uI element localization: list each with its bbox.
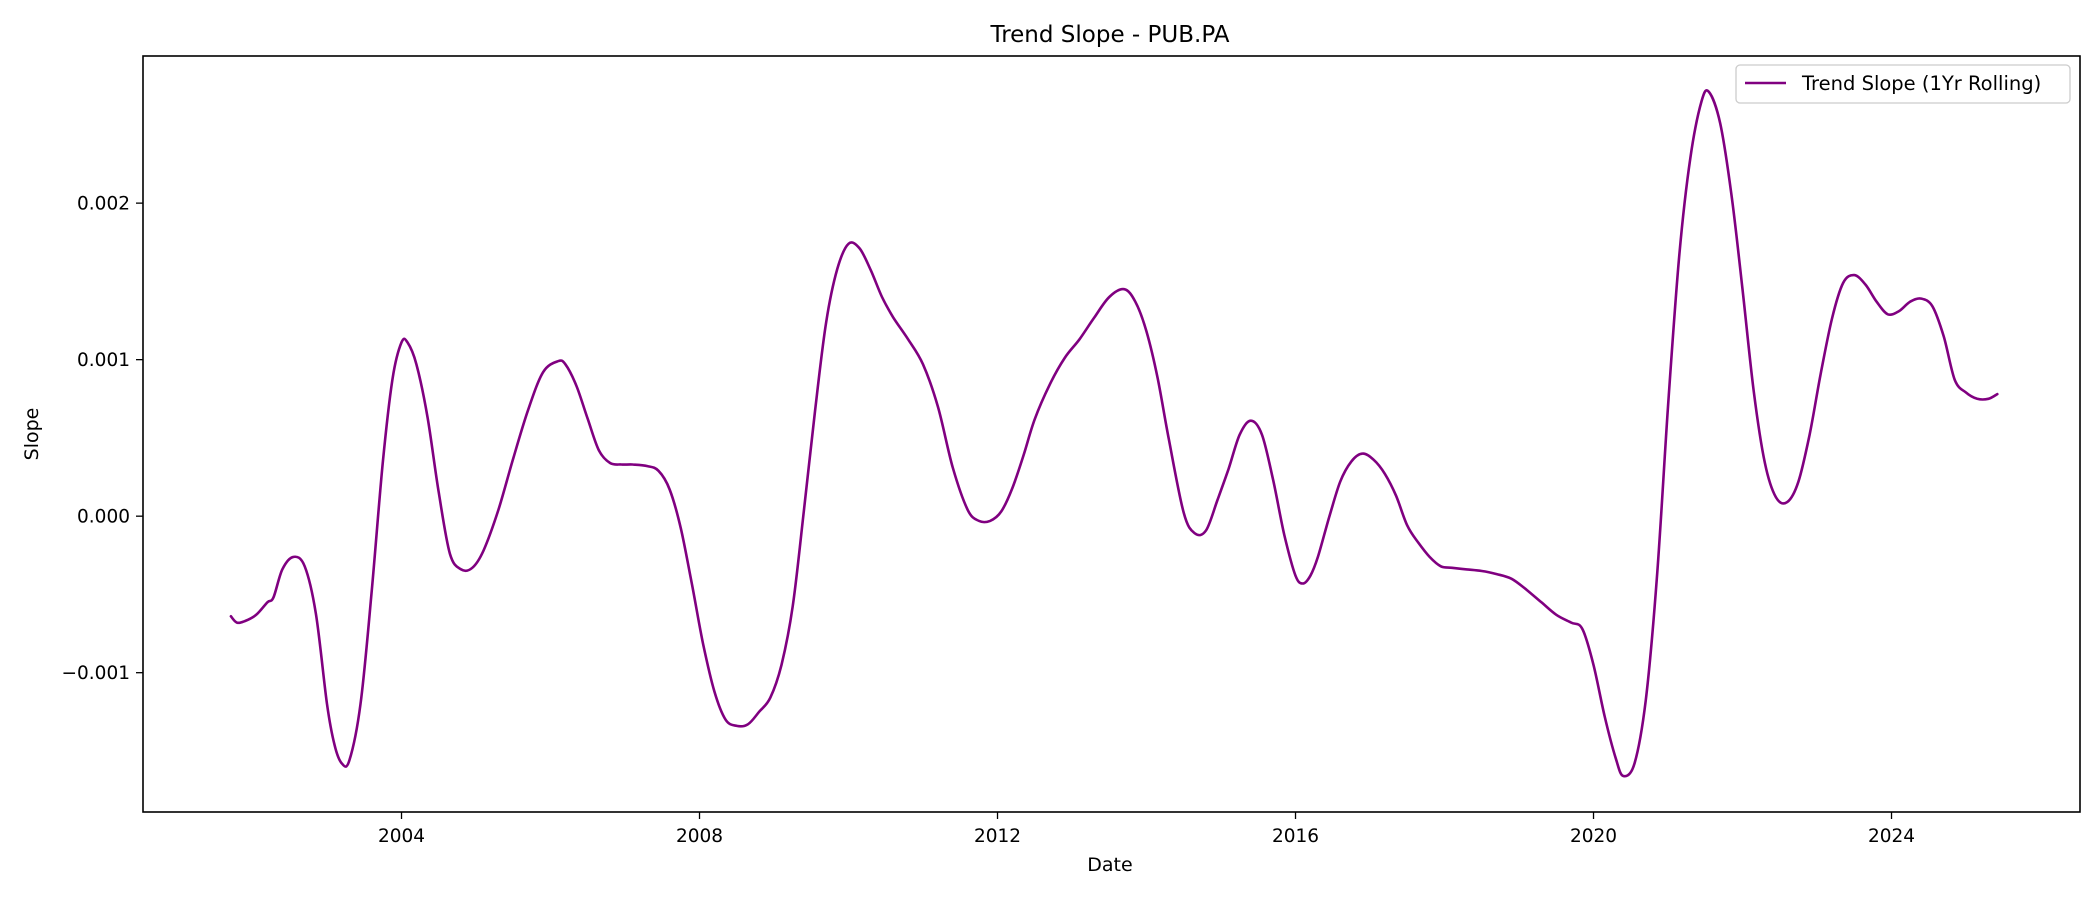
chart-title: Trend Slope - PUB.PA — [990, 22, 1230, 48]
y-axis-ticks: −0.001 0.000 0.001 0.002 — [62, 194, 143, 684]
y-tick-label: 0.001 — [77, 350, 130, 371]
x-tick-label: 2008 — [676, 826, 723, 847]
series-line-trend-slope — [229, 89, 1999, 778]
legend-label: Trend Slope (1Yr Rolling) — [1801, 72, 2041, 95]
y-tick-label: 0.000 — [77, 507, 130, 528]
x-tick-label: 2004 — [378, 826, 425, 847]
x-tick-label: 2016 — [1272, 826, 1319, 847]
x-axis-label: Date — [1087, 854, 1132, 876]
x-tick-label: 2020 — [1570, 826, 1617, 847]
plot-frame — [142, 55, 2081, 813]
legend-box — [1735, 64, 2071, 104]
y-axis-label: Slope — [21, 408, 43, 461]
x-tick-label: 2012 — [974, 826, 1021, 847]
x-axis-ticks: 2004 2008 2012 2016 2020 2024 — [378, 812, 1915, 847]
plot-area — [143, 56, 2080, 812]
y-tick-label: −0.001 — [62, 663, 130, 684]
x-tick-label: 2024 — [1868, 826, 1915, 847]
legend: Trend Slope (1Yr Rolling) — [1735, 64, 2071, 104]
y-tick-label: 0.002 — [77, 194, 130, 215]
